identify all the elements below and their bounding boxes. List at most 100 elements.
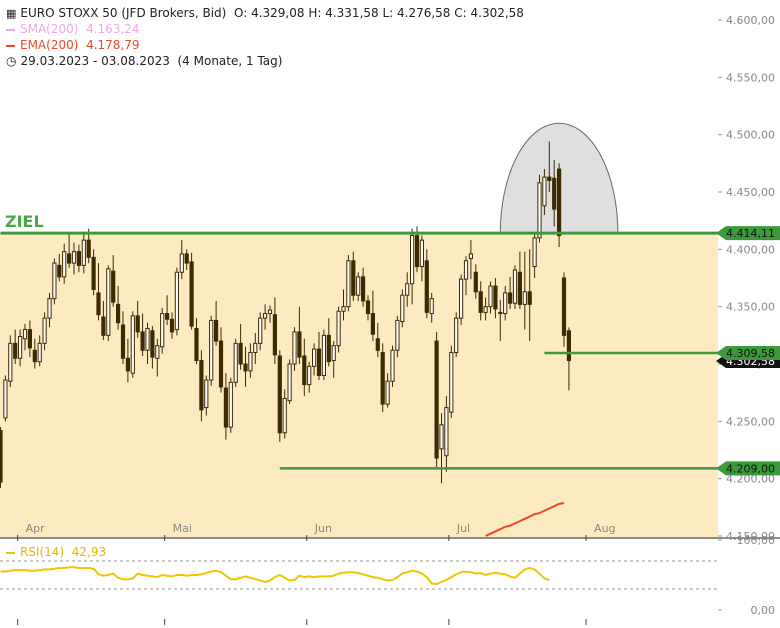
candle[interactable]: [503, 286, 508, 321]
candle[interactable]: [27, 320, 32, 358]
candle[interactable]: [297, 306, 302, 364]
candle[interactable]: [267, 305, 273, 323]
candle[interactable]: [282, 389, 287, 439]
candle[interactable]: [218, 327, 224, 393]
candle[interactable]: [434, 331, 439, 468]
legend-ema[interactable]: EMA(200) 4.178,79: [6, 37, 140, 53]
candle[interactable]: [253, 333, 258, 364]
candle[interactable]: [106, 265, 111, 342]
candle[interactable]: [483, 297, 488, 321]
candle[interactable]: [488, 281, 493, 314]
level-price-tag[interactable]: 4.414,11: [716, 226, 780, 241]
candle[interactable]: [566, 327, 571, 391]
candle[interactable]: [76, 244, 82, 273]
candle[interactable]: [493, 278, 498, 319]
candle[interactable]: [390, 345, 395, 387]
candle[interactable]: [135, 300, 140, 338]
candle[interactable]: [508, 276, 513, 309]
candle[interactable]: [160, 307, 165, 354]
candle[interactable]: [238, 323, 243, 370]
candle[interactable]: [498, 299, 503, 342]
candle[interactable]: [91, 249, 96, 296]
candle[interactable]: [199, 350, 204, 422]
candle[interactable]: [101, 300, 106, 340]
candle[interactable]: [385, 373, 390, 408]
candle[interactable]: [194, 318, 199, 364]
candle[interactable]: [307, 361, 312, 393]
candle[interactable]: [400, 289, 405, 328]
candle[interactable]: [542, 169, 547, 215]
candle[interactable]: [272, 297, 277, 364]
candle[interactable]: [165, 295, 170, 326]
candle[interactable]: [3, 375, 8, 422]
candle[interactable]: [52, 258, 57, 305]
candle[interactable]: [380, 343, 385, 413]
candle[interactable]: [424, 249, 429, 319]
candle[interactable]: [223, 373, 229, 440]
candle[interactable]: [189, 252, 194, 330]
candle[interactable]: [228, 377, 233, 433]
candle[interactable]: [204, 375, 209, 416]
candle[interactable]: [150, 326, 155, 369]
candle[interactable]: [140, 313, 145, 356]
candle[interactable]: [120, 311, 126, 364]
level-price-tag[interactable]: 4.309,58: [716, 346, 780, 361]
candle[interactable]: [463, 256, 469, 296]
candle[interactable]: [258, 312, 263, 351]
candle[interactable]: [47, 292, 52, 328]
candle[interactable]: [537, 174, 542, 243]
candle[interactable]: [336, 306, 341, 353]
level-price-tag[interactable]: 4.209,00: [716, 461, 780, 476]
candle[interactable]: [179, 240, 184, 280]
candle[interactable]: [429, 292, 434, 323]
candle[interactable]: [419, 235, 424, 282]
candle[interactable]: [32, 338, 37, 369]
candle[interactable]: [517, 251, 522, 309]
candle[interactable]: [395, 315, 400, 358]
candle[interactable]: [62, 243, 67, 284]
candle[interactable]: [331, 341, 336, 378]
candle[interactable]: [214, 300, 219, 346]
candle[interactable]: [468, 240, 473, 280]
candle[interactable]: [0, 427, 3, 488]
candle[interactable]: [292, 327, 297, 371]
candle[interactable]: [410, 228, 415, 305]
candle[interactable]: [449, 345, 454, 418]
candle[interactable]: [316, 331, 322, 381]
candle[interactable]: [375, 322, 380, 358]
candle[interactable]: [312, 343, 317, 376]
candle[interactable]: [459, 274, 464, 326]
candle[interactable]: [444, 396, 449, 472]
chart-type-icon[interactable]: ▦: [6, 7, 17, 20]
candle[interactable]: [130, 311, 135, 378]
candle[interactable]: [341, 289, 346, 321]
candle[interactable]: [405, 272, 410, 307]
candle[interactable]: [22, 323, 28, 351]
candle[interactable]: [209, 315, 214, 386]
candle[interactable]: [248, 343, 253, 378]
candle[interactable]: [532, 232, 537, 278]
candle[interactable]: [346, 255, 351, 312]
candle[interactable]: [169, 312, 175, 339]
candle[interactable]: [522, 251, 527, 330]
candle[interactable]: [287, 359, 292, 405]
candle[interactable]: [351, 251, 356, 301]
candle[interactable]: [321, 329, 326, 381]
candle[interactable]: [116, 286, 121, 330]
candle[interactable]: [361, 267, 366, 307]
legend-sma[interactable]: SMA(200) 4.163,24: [6, 21, 140, 37]
candle[interactable]: [512, 265, 518, 309]
candle[interactable]: [527, 249, 532, 342]
candle[interactable]: [233, 338, 238, 387]
candle[interactable]: [356, 272, 361, 301]
candle[interactable]: [184, 249, 189, 270]
candle[interactable]: [370, 290, 375, 342]
candle[interactable]: [71, 242, 77, 275]
candle[interactable]: [243, 346, 248, 387]
candle[interactable]: [365, 295, 371, 321]
candle[interactable]: [96, 263, 101, 321]
candle[interactable]: [326, 318, 331, 367]
candle[interactable]: [277, 350, 282, 442]
